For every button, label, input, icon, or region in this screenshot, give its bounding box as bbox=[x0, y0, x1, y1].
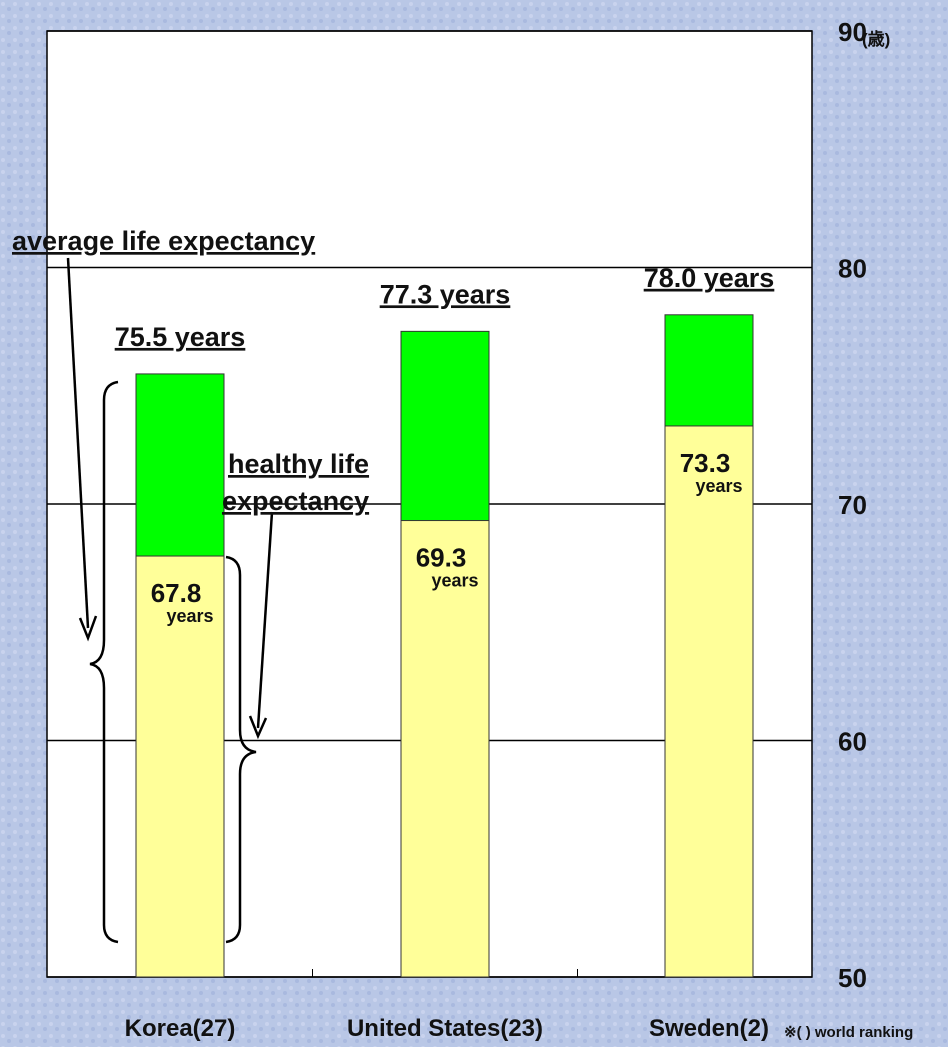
value-unit: years bbox=[166, 606, 213, 626]
y-tick-label: 80 bbox=[838, 254, 867, 284]
y-tick-label: 90 bbox=[838, 17, 867, 47]
bar bbox=[664, 425, 754, 978]
bar bbox=[400, 520, 490, 978]
x-tick-label: Korea(27) bbox=[125, 1015, 236, 1042]
annotation: average life expectancy bbox=[12, 226, 315, 256]
annotation: healthy life bbox=[228, 449, 369, 479]
arrow-average bbox=[66, 257, 90, 629]
brace-healthy bbox=[225, 555, 257, 944]
value-label: 78.0 years bbox=[644, 263, 775, 293]
value-label: 75.5 years bbox=[115, 322, 246, 352]
y-tick-label: 50 bbox=[838, 963, 867, 993]
brace-average bbox=[89, 380, 119, 944]
value-label: 73.3 bbox=[680, 448, 731, 478]
bar bbox=[135, 555, 225, 978]
y-tick-label: 70 bbox=[838, 490, 867, 520]
annotation: expectancy bbox=[222, 486, 369, 516]
x-tick-label: United States(23) bbox=[347, 1015, 543, 1042]
footnote: ※( ) world ranking bbox=[784, 1024, 913, 1041]
arrow-healthy-head bbox=[248, 715, 268, 740]
value-unit: years bbox=[431, 571, 478, 591]
value-label: 69.3 bbox=[416, 543, 467, 573]
value-label: 67.8 bbox=[151, 578, 202, 608]
y-unit: (歳) bbox=[862, 29, 890, 49]
arrow-average-head bbox=[78, 615, 98, 642]
x-tick-label: Sweden(2) bbox=[649, 1015, 769, 1042]
y-tick-label: 60 bbox=[838, 727, 867, 757]
arrow-healthy bbox=[256, 511, 274, 729]
value-label: 77.3 years bbox=[380, 279, 511, 309]
value-unit: years bbox=[695, 476, 742, 496]
